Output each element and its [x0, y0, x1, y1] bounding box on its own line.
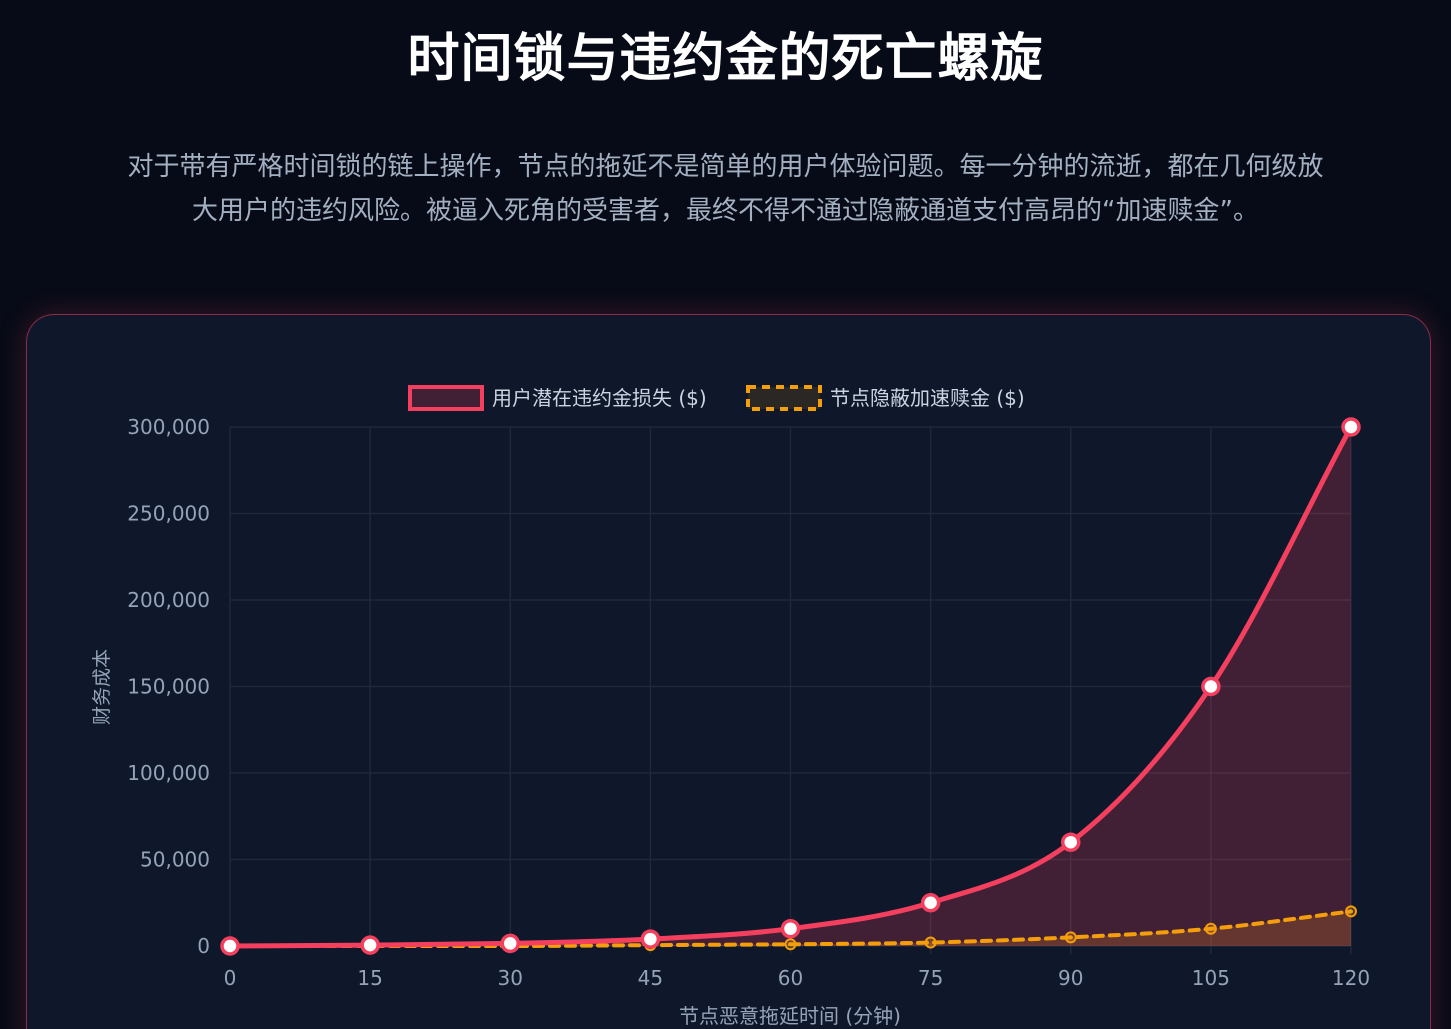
point-series-1 [1201, 676, 1221, 697]
x-tick-label: 90 [1058, 966, 1083, 990]
point-series-2 [1204, 922, 1217, 935]
legend-swatch-1 [408, 385, 484, 411]
chart-legend: 用户潜在违约金损失 ($) 节点隐蔽加速赎金 ($) [408, 385, 1025, 411]
y-tick-label: 300,000 [127, 415, 210, 439]
legend-label-2: 节点隐蔽加速赎金 ($) [830, 386, 1025, 410]
x-tick-label: 120 [1332, 966, 1370, 990]
y-tick-label: 150,000 [127, 675, 210, 699]
page-title: 时间锁与违约金的死亡螺旋 [407, 29, 1044, 89]
point-series-1 [500, 933, 520, 954]
y-tick-label: 200,000 [127, 588, 210, 612]
y-tick-label: 0 [197, 934, 210, 958]
legend-swatch-2 [746, 385, 822, 411]
x-axis-title: 节点恶意拖延时间 (分钟) [679, 1004, 901, 1028]
point-series-1 [1061, 832, 1081, 852]
point-series-2 [924, 936, 937, 949]
point-series-1 [640, 929, 661, 949]
point-series-1 [920, 893, 941, 913]
axis-labels: 财务成本 节点恶意拖延时间 (分钟) 300,000 250,000 200,000… [91, 415, 1370, 1028]
y-tick-label: 250,000 [127, 502, 210, 526]
series-area-1 [230, 427, 1351, 946]
x-tick-label: 105 [1192, 966, 1230, 990]
y-tick-label: 50,000 [140, 848, 210, 872]
x-tick-label: 30 [498, 966, 523, 990]
x-tick-label: 45 [638, 966, 663, 990]
grid-lines [229, 426, 1352, 954]
point-series-1 [360, 935, 380, 955]
point-series-2 [784, 938, 797, 951]
x-tick-label: 0 [224, 966, 237, 990]
point-series-2 [1064, 931, 1077, 944]
x-tick-label: 75 [918, 966, 943, 990]
y-tick-label: 100,000 [127, 761, 210, 785]
point-series-2 [1345, 905, 1357, 918]
x-tick-label: 15 [357, 966, 382, 990]
page-intro: 对于带有严格时间锁的链上操作，节点的拖延不是简单的用户体验问题。每一分钟的流逝，… [60, 145, 1391, 233]
y-axis-title: 财务成本 [91, 649, 113, 725]
point-series-1 [220, 936, 240, 956]
point-series-1 [780, 918, 801, 939]
series-points [220, 417, 1361, 956]
legend-label-1: 用户潜在违约金损失 ($) [492, 386, 707, 410]
x-tick-label: 60 [778, 966, 803, 990]
chart-card [26, 314, 1431, 1029]
intro-line-2: 大用户的违约风险。被逼入死角的受害者，最终不得不通过隐蔽通道支付高昂的“加速赎金… [192, 196, 1259, 226]
intro-line-1: 对于带有严格时间锁的链上操作，节点的拖延不是简单的用户体验问题。每一分钟的流逝，… [127, 152, 1324, 182]
point-series-1 [1341, 417, 1361, 437]
